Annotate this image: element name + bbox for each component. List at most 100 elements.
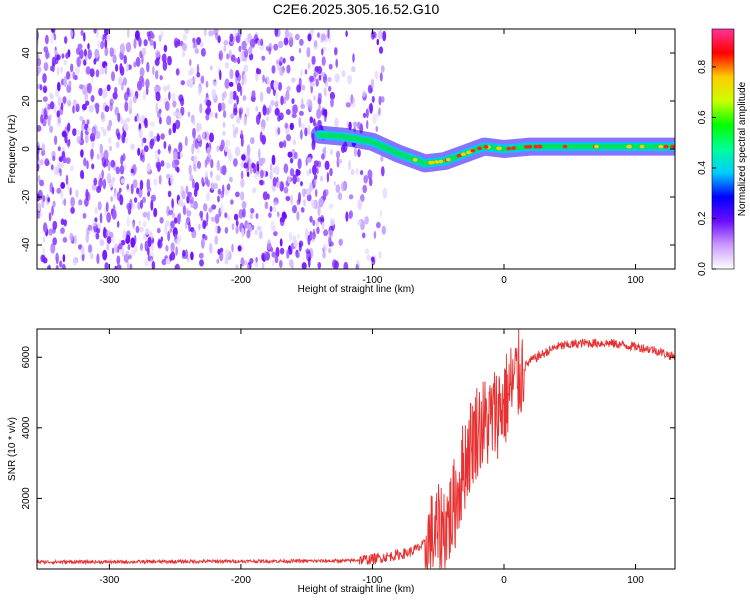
- noise-speckle: [37, 29, 388, 269]
- noise-speck: [264, 201, 269, 210]
- noise-speck: [238, 45, 242, 53]
- noise-speck: [249, 39, 256, 48]
- noise-speck: [137, 201, 141, 210]
- noise-speck: [259, 91, 264, 103]
- noise-speck: [378, 46, 384, 54]
- noise-speck: [296, 211, 300, 221]
- tone-hotspot: [445, 157, 451, 162]
- noise-speck: [259, 169, 264, 179]
- noise-speck: [67, 122, 71, 132]
- noise-speck: [378, 95, 382, 106]
- noise-speck: [357, 219, 362, 226]
- noise-speck: [205, 114, 210, 121]
- noise-speck: [348, 121, 352, 131]
- noise-speck: [321, 48, 324, 56]
- noise-speck: [173, 151, 178, 163]
- noise-speck: [262, 105, 267, 116]
- noise-speck: [364, 248, 370, 255]
- noise-speck: [306, 187, 311, 196]
- noise-speck: [224, 78, 230, 89]
- noise-speck: [93, 177, 98, 186]
- noise-speck: [284, 29, 290, 38]
- noise-speck: [222, 121, 226, 128]
- noise-speck: [345, 211, 349, 222]
- noise-speck: [321, 153, 325, 160]
- noise-speck: [141, 138, 144, 148]
- noise-speck: [258, 148, 261, 160]
- noise-speck: [251, 90, 256, 99]
- noise-speck: [196, 63, 200, 75]
- noise-speck: [45, 49, 50, 59]
- noise-speck: [263, 170, 266, 177]
- noise-speck: [60, 66, 63, 74]
- noise-speck: [98, 87, 103, 97]
- noise-speck: [269, 171, 273, 180]
- noise-speck: [294, 33, 300, 41]
- noise-speck: [132, 203, 136, 210]
- noise-speck: [310, 82, 316, 88]
- noise-speck: [370, 30, 375, 40]
- noise-speck: [215, 32, 219, 40]
- noise-speck: [357, 149, 361, 158]
- noise-speck: [279, 66, 284, 77]
- colorbar-ticks: 0.0 0.2 0.4 0.6 0.8: [697, 60, 716, 276]
- noise-speck: [301, 262, 307, 269]
- noise-speck: [171, 92, 176, 103]
- noise-speck: [280, 95, 284, 106]
- noise-speck: [40, 114, 44, 124]
- noise-speck: [206, 179, 210, 188]
- noise-speck: [208, 207, 213, 213]
- noise-speck: [75, 129, 81, 136]
- noise-speck: [236, 116, 241, 124]
- noise-speck: [210, 159, 214, 169]
- noise-speck: [96, 29, 99, 39]
- noise-speck: [124, 101, 129, 112]
- noise-speck: [246, 171, 250, 177]
- noise-speck: [119, 43, 125, 54]
- noise-speck: [128, 254, 132, 260]
- noise-speck: [120, 178, 125, 184]
- chart-title: C2E6.2025.305.16.52.G10: [273, 1, 440, 17]
- noise-speck: [279, 260, 283, 268]
- noise-speck: [204, 159, 208, 168]
- noise-speck: [163, 141, 167, 149]
- x-tick-label: 100: [627, 275, 644, 286]
- noise-speck: [281, 211, 287, 219]
- noise-speck: [361, 232, 366, 239]
- noise-speck: [177, 112, 182, 119]
- noise-speck: [136, 114, 141, 123]
- noise-speck: [142, 90, 147, 101]
- noise-speck: [188, 164, 192, 176]
- noise-speck: [117, 220, 120, 228]
- noise-speck: [75, 47, 81, 55]
- noise-speck: [317, 205, 321, 217]
- noise-speck: [200, 48, 206, 57]
- noise-speck: [60, 190, 64, 200]
- noise-speck: [189, 174, 194, 182]
- noise-speck: [72, 99, 77, 107]
- noise-speck: [272, 177, 277, 187]
- noise-speck: [123, 164, 127, 170]
- noise-speck: [196, 122, 200, 133]
- tone-hotspot: [438, 159, 444, 164]
- noise-speck: [244, 48, 249, 58]
- noise-speck: [126, 87, 130, 94]
- noise-speck: [262, 74, 265, 83]
- noise-speck: [382, 187, 388, 199]
- noise-speck: [128, 98, 133, 110]
- noise-speck: [121, 248, 125, 258]
- noise-speck: [334, 47, 338, 56]
- noise-speck: [155, 91, 161, 102]
- noise-speck: [96, 185, 102, 194]
- noise-speck: [376, 38, 380, 46]
- noise-speck: [50, 34, 54, 45]
- colorbar-label: Normalized spectral amplitude: [737, 81, 748, 216]
- snr-background: [37, 329, 675, 569]
- noise-speck: [66, 84, 72, 93]
- noise-speck: [52, 200, 56, 208]
- noise-speck: [321, 220, 325, 230]
- noise-speck: [154, 70, 159, 80]
- noise-speck: [85, 66, 91, 75]
- noise-speck: [56, 54, 61, 61]
- noise-speck: [291, 98, 295, 104]
